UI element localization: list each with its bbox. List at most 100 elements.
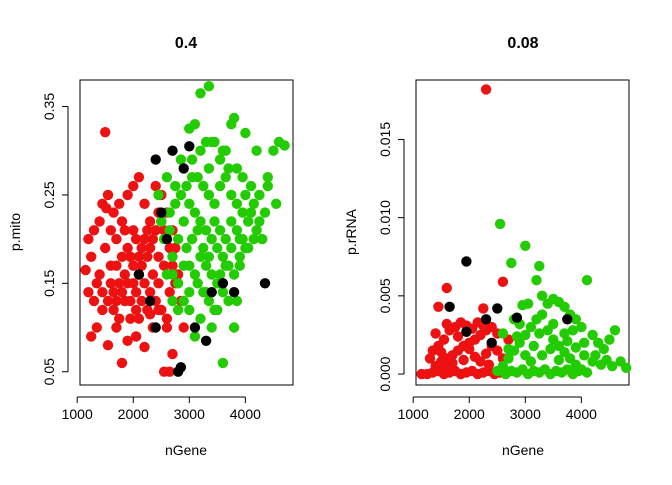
data-point-green xyxy=(214,180,226,192)
data-point-green xyxy=(562,336,573,347)
data-point-black xyxy=(562,314,573,325)
data-point-green xyxy=(186,154,198,165)
data-point-green xyxy=(220,260,231,271)
data-point-green xyxy=(212,242,223,254)
y-axis: 0.05 0.15 0.25 0.35 xyxy=(41,93,69,385)
data-point-red xyxy=(133,251,145,262)
data-point-green xyxy=(209,216,220,227)
data-point-green xyxy=(243,216,254,227)
data-point-red xyxy=(114,198,125,209)
y-axis: 0.000 0.005 0.010 0.015 xyxy=(377,122,405,392)
data-point-green xyxy=(192,225,203,236)
data-point-green xyxy=(268,145,279,156)
data-point-red xyxy=(147,269,159,280)
data-point-green xyxy=(226,242,237,254)
data-point-green xyxy=(200,260,212,271)
data-point-green xyxy=(559,328,570,339)
data-point-red xyxy=(147,233,159,245)
x-axis-label: nGene xyxy=(165,442,207,458)
data-point-black xyxy=(150,322,161,333)
data-point-green xyxy=(279,140,290,151)
y-axis-label: p.mito xyxy=(7,213,23,251)
data-point-green xyxy=(172,278,184,289)
data-point-green xyxy=(172,304,184,316)
data-point-red xyxy=(142,225,153,236)
data-point-red xyxy=(436,347,447,358)
data-point-green xyxy=(245,180,257,192)
data-point-black xyxy=(133,269,145,280)
data-point-green xyxy=(243,242,254,254)
data-point-red xyxy=(119,269,130,280)
data-point-green xyxy=(511,331,523,342)
data-point-green xyxy=(570,314,581,325)
data-point-green xyxy=(198,242,209,254)
data-point-red xyxy=(452,331,464,342)
data-point-red xyxy=(116,216,128,227)
data-point-red xyxy=(97,287,108,298)
data-point-green xyxy=(534,260,545,272)
data-point-green xyxy=(214,269,226,280)
panel-p-rrna: 0.08 1000 2000 3000 4000 0.0000.0050.0100.0… xyxy=(343,35,632,458)
data-point-green xyxy=(223,295,234,307)
data-point-green xyxy=(503,353,514,364)
data-point-green xyxy=(609,325,621,336)
data-point-green xyxy=(184,198,195,209)
data-point-red xyxy=(128,260,139,271)
data-point-red xyxy=(114,313,125,324)
data-point-red xyxy=(136,260,147,271)
data-point-green xyxy=(186,233,198,245)
y-tick-label: 0.015 xyxy=(377,122,393,157)
data-point-red xyxy=(83,233,94,245)
data-point-red xyxy=(83,287,94,298)
panel-p-mito: 0.4 1000 2000 3000 4000 0.05 0.15 0.25 0.35 nG… xyxy=(7,35,294,458)
data-point-green xyxy=(195,251,206,262)
data-point-green xyxy=(192,278,203,289)
data-point-green xyxy=(170,198,181,209)
data-point-green xyxy=(520,329,531,341)
data-point-red xyxy=(139,341,150,353)
data-point-red xyxy=(438,361,450,372)
data-point-black xyxy=(259,278,271,289)
data-point-green xyxy=(178,216,189,227)
data-point-green xyxy=(156,216,167,227)
data-point-green xyxy=(189,331,201,342)
data-point-red xyxy=(122,335,133,346)
data-point-green xyxy=(167,295,178,307)
data-point-green xyxy=(598,343,609,355)
data-point-green xyxy=(203,251,215,262)
plot-box xyxy=(415,79,630,386)
data-point-green xyxy=(161,269,173,280)
data-point-green xyxy=(220,172,231,183)
y-tick-label: 0.15 xyxy=(41,269,57,296)
data-point-green xyxy=(226,216,237,227)
data-point-red xyxy=(441,318,452,330)
plot-box xyxy=(79,79,294,386)
data-point-green xyxy=(520,240,531,251)
data-point-red xyxy=(142,304,153,316)
data-point-green xyxy=(590,350,601,361)
data-point-green xyxy=(525,321,537,333)
data-point-red xyxy=(164,366,175,377)
data-point-red xyxy=(94,216,105,227)
data-points xyxy=(416,84,632,380)
data-point-green xyxy=(536,309,548,320)
data-point-red xyxy=(158,260,170,271)
data-point-red xyxy=(153,251,164,262)
data-point-green xyxy=(206,322,217,333)
data-point-green xyxy=(181,242,192,254)
data-point-red xyxy=(480,348,492,359)
y-tick-label: 0.005 xyxy=(377,278,393,313)
data-point-green xyxy=(209,198,220,209)
data-point-green xyxy=(494,218,506,230)
y-tick-label: 0.010 xyxy=(377,200,393,235)
data-point-green xyxy=(492,365,503,377)
data-point-green xyxy=(531,275,542,286)
data-points xyxy=(80,81,290,377)
data-point-black xyxy=(444,301,455,312)
x-axis: 1000 2000 3000 4000 xyxy=(398,396,597,422)
data-point-red xyxy=(433,301,444,312)
data-point-red xyxy=(108,207,119,218)
data-point-red xyxy=(167,348,178,360)
data-point-green xyxy=(497,328,509,339)
